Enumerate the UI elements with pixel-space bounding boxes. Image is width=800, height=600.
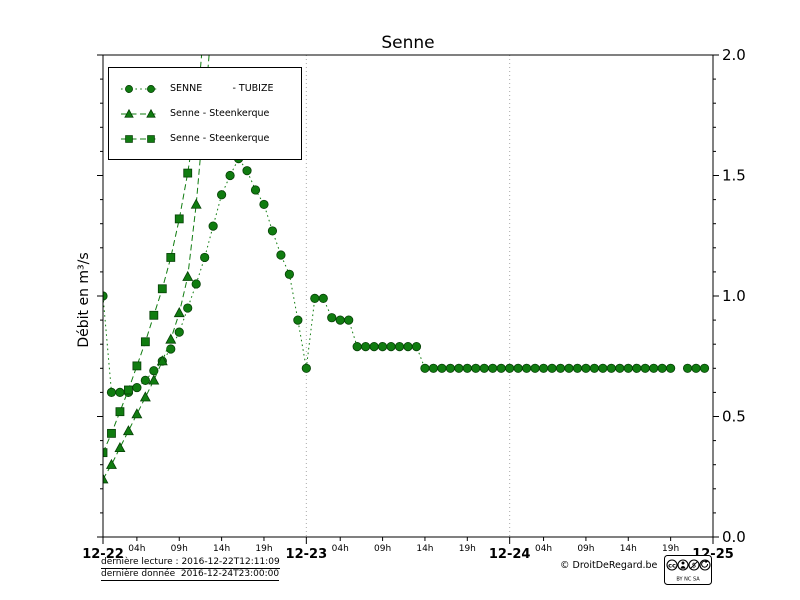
x-hour-label: 04h bbox=[128, 544, 145, 554]
legend-swatch bbox=[121, 84, 159, 93]
x-hour-label: 14h bbox=[416, 544, 433, 554]
x-hour-label: 14h bbox=[620, 544, 637, 554]
legend-item: SENNE - TUBIZE bbox=[119, 76, 291, 101]
y-tick-label: 0.0 bbox=[722, 528, 746, 546]
copyright-text: © DroitDeRegard.be bbox=[560, 560, 658, 571]
x-hour-label: 09h bbox=[374, 544, 391, 554]
by-icon bbox=[677, 559, 689, 571]
y-tick-label: 1.0 bbox=[722, 287, 746, 305]
nc-icon: $ bbox=[688, 559, 700, 571]
legend-swatch bbox=[121, 134, 159, 143]
x-hour-label: 19h bbox=[459, 544, 476, 554]
x-hour-label: 14h bbox=[213, 544, 230, 554]
sa-icon bbox=[699, 559, 711, 571]
series-triangle bbox=[103, 55, 211, 484]
series-square bbox=[103, 55, 203, 458]
legend-label: SENNE - TUBIZE bbox=[170, 83, 274, 94]
x-hour-label: 19h bbox=[255, 544, 272, 554]
x-day-label: 12-23 bbox=[286, 547, 328, 562]
x-hour-label: 09h bbox=[171, 544, 188, 554]
cc-letters: BY NC SA bbox=[676, 577, 700, 583]
series-circle bbox=[103, 154, 710, 397]
last-reading-note: dernière lecture : 2016-12-22T12:11:09 bbox=[101, 557, 280, 569]
legend-swatch bbox=[121, 108, 159, 118]
x-hour-label: 19h bbox=[662, 544, 679, 554]
x-day-label: 12-22 bbox=[82, 547, 124, 562]
x-hour-label: 04h bbox=[535, 544, 552, 554]
svg-text:cc: cc bbox=[668, 561, 676, 569]
x-day-label: 12-24 bbox=[489, 547, 531, 562]
y-tick-label: 1.5 bbox=[722, 167, 746, 185]
legend-label: Senne - Steenkerque bbox=[170, 108, 270, 119]
cc-license-badge: cc $ BY NC SA bbox=[664, 555, 712, 589]
legend-item: Senne - Steenkerque bbox=[119, 126, 291, 151]
last-data-note: dernière donnée 2016-12-24T23:00:00 bbox=[101, 569, 280, 581]
legend-label: Senne - Steenkerque bbox=[170, 133, 270, 144]
x-hour-label: 04h bbox=[332, 544, 349, 554]
y-axis-label: Débit en m³/s bbox=[76, 252, 92, 348]
legend-rows: SENNE - TUBIZE Senne - Steenkerque Senne -… bbox=[119, 76, 291, 151]
chart-title: Senne bbox=[381, 33, 435, 53]
legend: SENNE - TUBIZE Senne - Steenkerque Senne -… bbox=[108, 67, 302, 160]
x-hour-label: 09h bbox=[577, 544, 594, 554]
y-tick-label: 2.0 bbox=[722, 46, 746, 64]
legend-item: Senne - Steenkerque bbox=[119, 101, 291, 126]
y-tick-label: 0.5 bbox=[722, 408, 746, 426]
cc-icon: cc bbox=[666, 559, 678, 571]
